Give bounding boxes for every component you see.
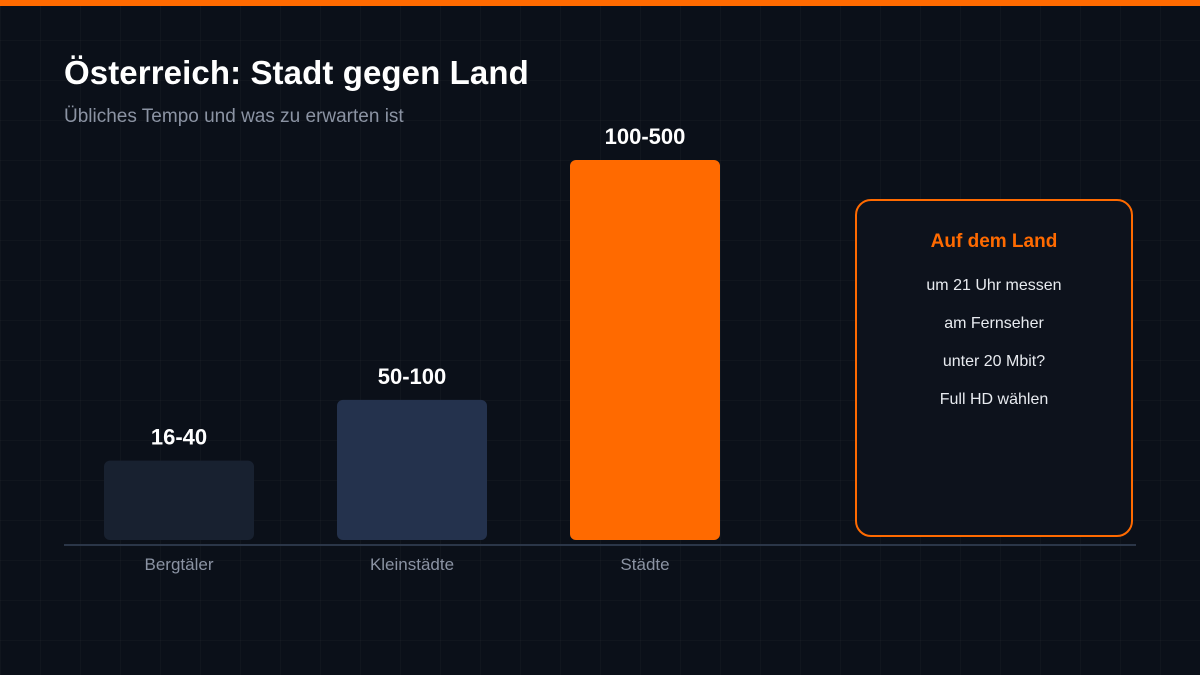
rural-tip-box: Auf dem Land um 21 Uhr messen am Fernseh… bbox=[855, 199, 1133, 537]
tip-line-2: am Fernseher bbox=[944, 315, 1044, 332]
bar-value-label-kleinstaedte: 50-100 bbox=[378, 364, 447, 389]
tip-title: Auf dem Land bbox=[930, 231, 1058, 252]
category-label-kleinstaedte: Kleinstädte bbox=[370, 555, 454, 574]
category-label-staedte: Städte bbox=[620, 555, 669, 574]
tip-line-1: um 21 Uhr messen bbox=[926, 277, 1062, 294]
tip-line-4: Full HD wählen bbox=[939, 391, 1049, 408]
bar-kleinstaedte bbox=[337, 399, 487, 540]
tip-line-3: unter 20 Mbit? bbox=[942, 353, 1046, 370]
chart-subtitle: Übliches Tempo und was zu erwarten ist bbox=[64, 106, 404, 127]
bar-value-label-staedte: 100-500 bbox=[605, 124, 686, 149]
bar-bergtaeler bbox=[104, 460, 254, 540]
top-accent-bar bbox=[0, 0, 1200, 6]
chart-title: Österreich: Stadt gegen Land bbox=[64, 54, 529, 91]
bar-value-label-bergtaeler: 16-40 bbox=[151, 425, 207, 450]
category-label-bergtaeler: Bergtäler bbox=[145, 555, 214, 574]
bars-group: 16-40 Bergtäler 50-100 Kleinstädte 100-500 St… bbox=[104, 124, 720, 574]
bar-staedte bbox=[570, 160, 720, 540]
